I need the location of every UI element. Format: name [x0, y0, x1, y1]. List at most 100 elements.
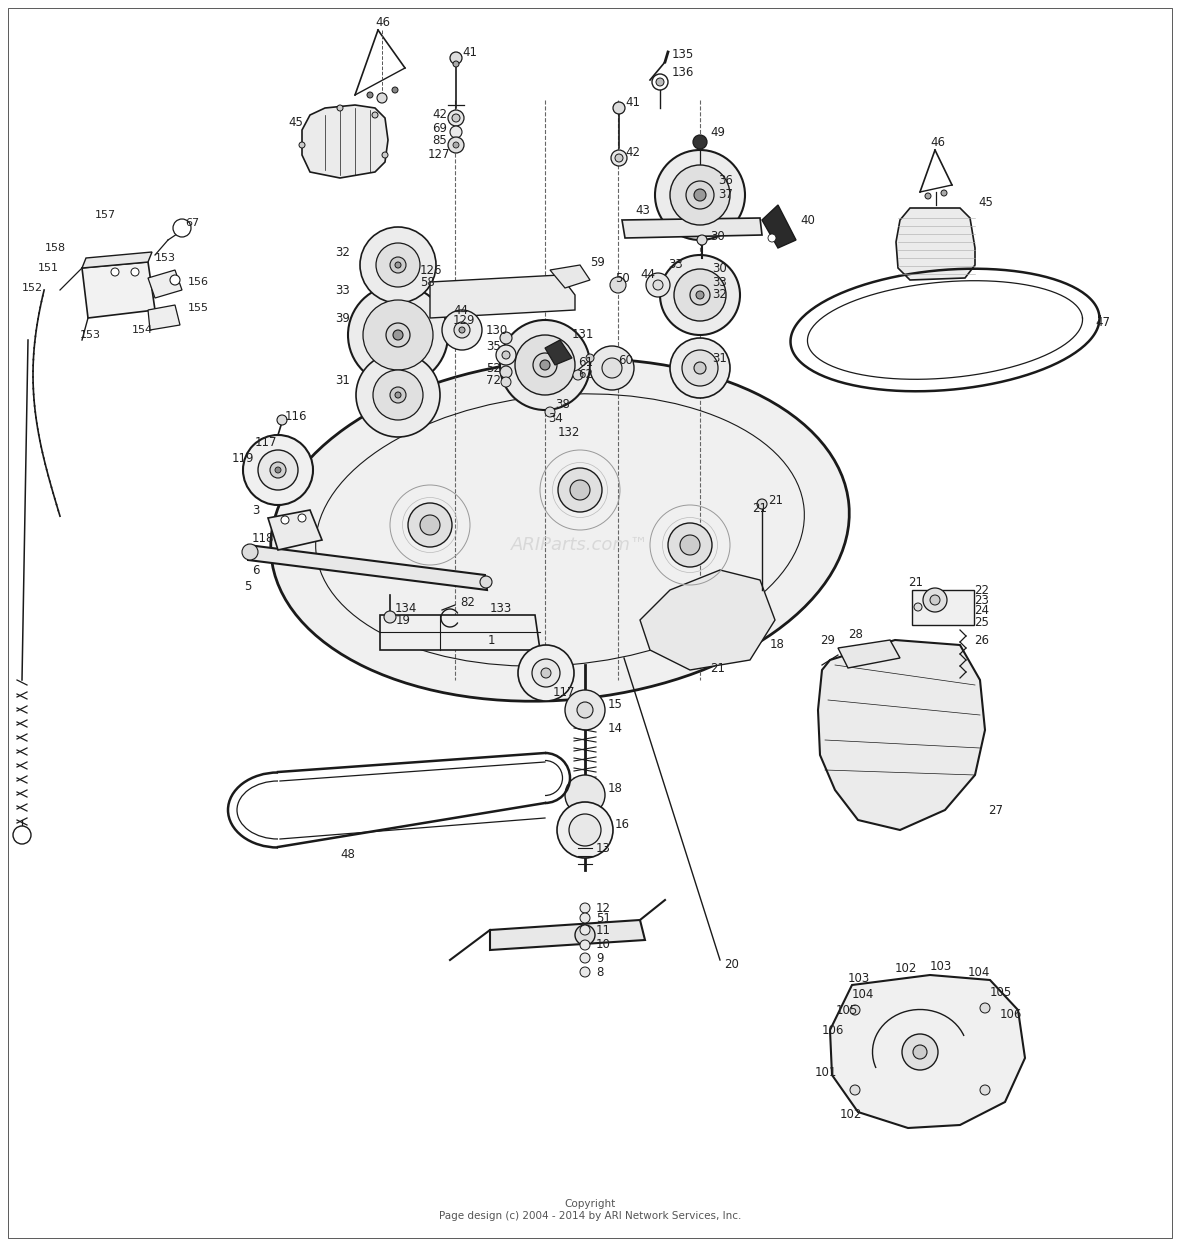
Text: 16: 16 [615, 819, 630, 831]
Circle shape [131, 268, 139, 277]
Text: 47: 47 [1095, 315, 1110, 329]
Circle shape [376, 243, 420, 287]
Text: 101: 101 [815, 1065, 838, 1079]
Circle shape [281, 516, 289, 525]
Text: 42: 42 [432, 108, 447, 122]
Circle shape [391, 388, 406, 402]
Circle shape [408, 503, 452, 547]
Circle shape [243, 435, 313, 505]
Circle shape [660, 255, 740, 335]
Circle shape [558, 468, 602, 512]
Text: 118: 118 [253, 532, 275, 545]
Circle shape [450, 52, 463, 64]
Text: 152: 152 [22, 283, 44, 293]
Circle shape [690, 285, 710, 305]
Circle shape [540, 668, 551, 678]
Text: 60: 60 [618, 354, 632, 366]
Text: 13: 13 [596, 841, 611, 855]
Circle shape [581, 903, 590, 913]
Circle shape [557, 802, 612, 858]
Text: 20: 20 [725, 958, 739, 972]
Circle shape [923, 588, 948, 612]
Polygon shape [838, 640, 900, 668]
Text: 5: 5 [244, 579, 251, 593]
Circle shape [376, 93, 387, 103]
Text: 48: 48 [340, 849, 355, 861]
Text: 21: 21 [768, 493, 784, 507]
Circle shape [981, 1085, 990, 1095]
Text: 136: 136 [671, 66, 694, 78]
Circle shape [645, 273, 670, 297]
Text: 9: 9 [596, 952, 603, 964]
Text: 6: 6 [253, 563, 260, 577]
Circle shape [384, 611, 396, 623]
Polygon shape [430, 275, 575, 318]
Text: 42: 42 [625, 146, 640, 158]
Text: 45: 45 [288, 116, 303, 128]
Text: 21: 21 [710, 662, 725, 674]
Text: 39: 39 [335, 312, 350, 324]
Text: Copyright
Page design (c) 2004 - 2014 by ARI Network Services, Inc.: Copyright Page design (c) 2004 - 2014 by… [439, 1199, 741, 1221]
Text: 18: 18 [771, 638, 785, 652]
Text: 155: 155 [188, 303, 209, 313]
Text: 11: 11 [596, 923, 611, 937]
Circle shape [581, 913, 590, 923]
Circle shape [586, 354, 594, 363]
Circle shape [850, 1006, 860, 1015]
Text: 49: 49 [710, 126, 725, 138]
Text: 44: 44 [640, 268, 655, 282]
Text: 32: 32 [712, 289, 727, 302]
Text: 132: 132 [558, 425, 581, 439]
Text: 18: 18 [608, 781, 623, 795]
Text: 103: 103 [848, 972, 870, 984]
Circle shape [565, 775, 605, 815]
Text: 104: 104 [968, 966, 990, 978]
Circle shape [500, 331, 512, 344]
Circle shape [668, 523, 712, 567]
Circle shape [850, 1085, 860, 1095]
Text: 34: 34 [548, 411, 563, 425]
Text: 69: 69 [432, 122, 447, 135]
Text: 10: 10 [596, 938, 611, 952]
Text: 44: 44 [453, 304, 468, 316]
Circle shape [496, 345, 516, 365]
Text: 129: 129 [453, 314, 476, 326]
Circle shape [680, 535, 700, 554]
Circle shape [382, 152, 388, 158]
Text: 117: 117 [255, 436, 277, 449]
Text: 130: 130 [486, 324, 509, 336]
Circle shape [610, 277, 627, 293]
Circle shape [360, 227, 435, 303]
Text: 38: 38 [555, 399, 570, 411]
Text: 133: 133 [490, 602, 512, 614]
Polygon shape [81, 252, 152, 268]
Circle shape [655, 150, 745, 240]
Circle shape [275, 467, 281, 473]
Text: 22: 22 [974, 583, 989, 597]
Text: 61: 61 [578, 355, 594, 369]
Circle shape [694, 189, 706, 201]
Polygon shape [81, 262, 155, 318]
Bar [912, 591, 973, 625]
Circle shape [518, 645, 573, 701]
Circle shape [448, 137, 464, 153]
Text: 134: 134 [395, 602, 418, 614]
Circle shape [363, 300, 433, 370]
Circle shape [277, 415, 287, 425]
Text: 33: 33 [712, 275, 727, 289]
Circle shape [502, 378, 511, 388]
Circle shape [480, 576, 492, 588]
Text: 31: 31 [335, 374, 350, 386]
Text: 46: 46 [375, 15, 391, 29]
Text: 85: 85 [432, 133, 447, 147]
Circle shape [500, 320, 590, 410]
Circle shape [656, 78, 664, 86]
Circle shape [930, 596, 940, 606]
Text: 29: 29 [820, 633, 835, 647]
Text: 36: 36 [717, 173, 733, 187]
Polygon shape [268, 510, 322, 549]
Text: 14: 14 [608, 721, 623, 734]
Circle shape [337, 105, 343, 111]
Circle shape [395, 392, 401, 397]
Polygon shape [302, 105, 388, 178]
